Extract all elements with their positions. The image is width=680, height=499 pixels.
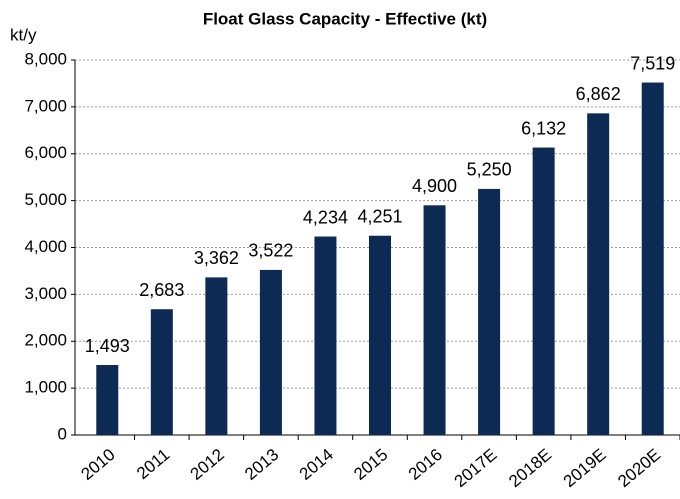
bar — [423, 205, 446, 435]
bar — [587, 113, 610, 435]
y-axis-label: kt/y — [10, 25, 37, 44]
value-label: 2,683 — [139, 280, 184, 300]
y-tick-label: 1,000 — [24, 378, 67, 397]
y-tick-label: 6,000 — [24, 143, 67, 162]
bar — [641, 82, 664, 435]
value-label: 6,862 — [576, 84, 621, 104]
x-tick-label: 2018E — [505, 445, 555, 491]
x-tick-label: 2016 — [405, 445, 446, 484]
x-tick-label: 2013 — [241, 445, 282, 484]
y-tick-label: 5,000 — [24, 190, 67, 209]
y-tick-label: 3,000 — [24, 284, 67, 303]
value-label: 5,250 — [467, 160, 512, 180]
value-label: 3,362 — [194, 248, 239, 268]
x-tick-label: 2014 — [296, 445, 337, 484]
bar — [259, 269, 282, 435]
x-tick-label: 2012 — [187, 445, 228, 484]
y-tick-label: 8,000 — [24, 49, 67, 68]
value-label: 4,900 — [412, 176, 457, 196]
x-tick-label: 2019E — [560, 445, 610, 491]
y-tick-label: 2,000 — [24, 331, 67, 350]
x-tick-label: 2011 — [133, 445, 173, 483]
chart-title: Float Glass Capacity - Effective (kt) — [203, 9, 487, 28]
bar — [314, 236, 337, 435]
bar — [478, 188, 501, 435]
bar — [205, 277, 228, 435]
y-tick-label: 7,000 — [24, 96, 67, 115]
x-tick-label: 2020E — [614, 445, 664, 491]
bar — [96, 365, 119, 435]
x-tick-label: 2015 — [350, 445, 391, 484]
value-label: 4,234 — [303, 207, 348, 227]
bar — [150, 309, 173, 435]
bar — [532, 147, 555, 435]
value-label: 6,132 — [521, 118, 566, 138]
value-label: 4,251 — [357, 206, 402, 226]
bar — [369, 235, 391, 435]
y-tick-label: 0 — [58, 424, 67, 443]
y-tick-label: 4,000 — [24, 237, 67, 256]
x-tick-label: 2017E — [451, 445, 501, 491]
value-label: 7,519 — [630, 53, 675, 73]
value-label: 1,493 — [85, 336, 130, 356]
value-label: 3,522 — [248, 241, 293, 261]
x-tick-label: 2010 — [78, 445, 119, 484]
